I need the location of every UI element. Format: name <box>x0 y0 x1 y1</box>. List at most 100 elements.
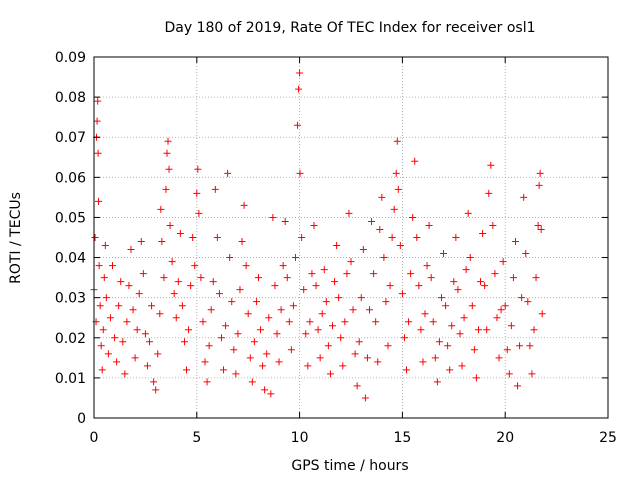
data-point <box>450 278 458 286</box>
data-point <box>456 330 464 338</box>
data-point <box>275 358 283 366</box>
data-point <box>265 314 273 322</box>
data-point <box>96 302 104 310</box>
data-point <box>368 217 376 225</box>
data-point <box>228 298 236 306</box>
data-point <box>267 390 275 398</box>
data-point <box>417 326 425 334</box>
data-point <box>150 378 158 386</box>
data-point <box>390 205 398 213</box>
data-point <box>427 274 435 282</box>
data-point <box>532 274 540 282</box>
data-point <box>133 326 141 334</box>
data-point <box>333 242 341 250</box>
data-point <box>384 342 392 350</box>
data-point <box>302 330 310 338</box>
data-point <box>185 326 193 334</box>
data-point <box>405 318 413 326</box>
data-point <box>372 318 380 326</box>
data-point <box>400 334 408 342</box>
x-tick-label: 5 <box>192 430 201 446</box>
data-point <box>123 318 131 326</box>
data-point <box>341 318 349 326</box>
data-point <box>178 302 186 310</box>
data-point <box>361 394 369 402</box>
data-point <box>283 274 291 282</box>
data-point <box>97 342 105 350</box>
data-point <box>119 338 127 346</box>
data-point <box>259 362 267 370</box>
data-point <box>168 258 176 266</box>
data-point <box>345 209 353 217</box>
data-point <box>355 338 363 346</box>
data-point <box>522 250 530 258</box>
data-point <box>183 366 191 374</box>
data-point <box>419 358 427 366</box>
data-point <box>170 290 178 298</box>
data-point <box>269 213 277 221</box>
x-tick-label: 10 <box>291 430 309 446</box>
data-point <box>477 278 485 286</box>
data-point <box>91 234 99 241</box>
data-point <box>215 290 223 298</box>
data-point <box>174 278 182 286</box>
data-point <box>104 350 112 358</box>
data-point <box>148 302 156 310</box>
data-point <box>281 217 289 225</box>
data-point <box>314 326 322 334</box>
data-point <box>224 169 232 177</box>
data-point <box>526 342 534 350</box>
data-point <box>304 362 312 370</box>
data-point <box>115 302 123 310</box>
data-point <box>495 354 503 362</box>
data-point <box>474 326 482 334</box>
data-point <box>94 149 102 157</box>
data-point <box>516 342 524 350</box>
data-point <box>320 266 328 274</box>
data-point <box>530 326 538 334</box>
data-point <box>285 318 293 326</box>
data-point <box>507 322 515 330</box>
data-point <box>166 221 174 229</box>
data-point <box>312 282 320 290</box>
data-point <box>485 189 493 197</box>
data-point <box>306 318 314 326</box>
data-point <box>470 346 478 354</box>
data-point <box>244 310 252 318</box>
data-point <box>193 189 201 197</box>
data-point <box>203 378 211 386</box>
data-point <box>409 213 417 221</box>
y-tick-label: 0 <box>77 411 86 427</box>
data-point <box>94 97 102 105</box>
data-point <box>337 334 345 342</box>
data-point <box>468 302 476 310</box>
data-point <box>359 246 367 254</box>
data-point <box>423 262 431 270</box>
data-point <box>491 270 499 278</box>
data-point <box>411 157 419 165</box>
data-point <box>535 181 543 189</box>
data-point <box>376 225 384 233</box>
data-point <box>501 302 509 310</box>
data-point <box>442 302 450 310</box>
data-point <box>240 201 248 209</box>
data-point <box>213 234 221 241</box>
data-point <box>113 358 121 366</box>
data-point <box>466 254 474 262</box>
data-point <box>509 274 517 282</box>
y-tick-label: 0.07 <box>55 130 86 146</box>
data-point <box>460 314 468 322</box>
data-point <box>514 382 522 390</box>
data-point <box>129 306 137 314</box>
data-point <box>250 338 258 346</box>
data-point <box>273 330 281 338</box>
data-point <box>452 234 460 241</box>
data-point <box>380 254 388 262</box>
data-point <box>413 234 421 241</box>
data-point <box>462 266 470 274</box>
data-point <box>505 370 513 378</box>
data-points <box>90 69 546 402</box>
data-point <box>289 302 297 310</box>
data-point <box>194 165 202 173</box>
data-point <box>351 350 359 358</box>
